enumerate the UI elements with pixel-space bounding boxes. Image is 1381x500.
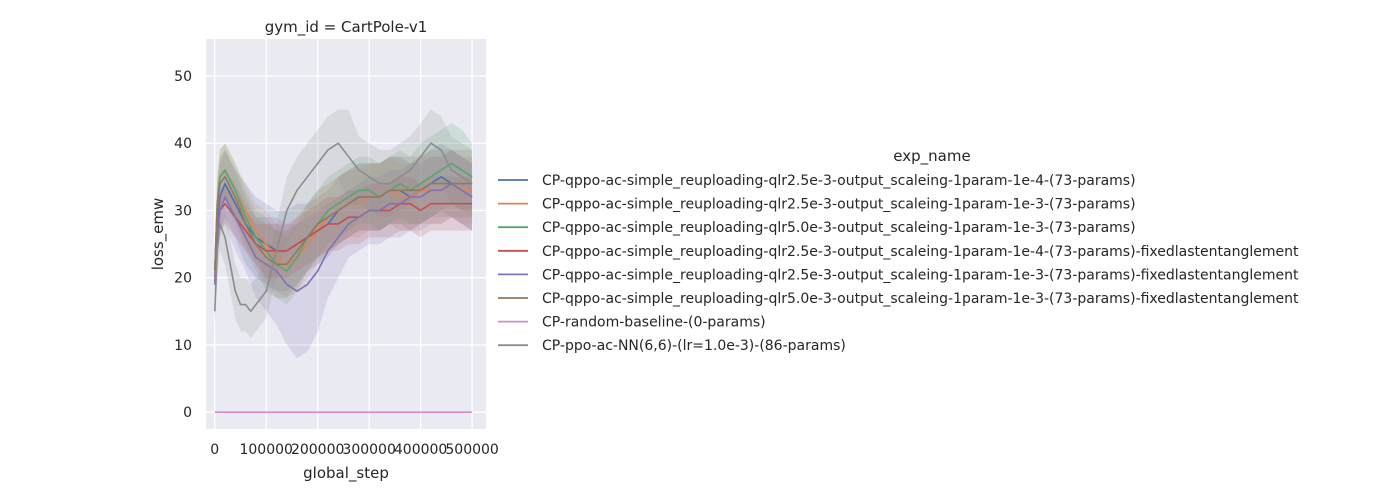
y-tick-label: 30 — [174, 203, 192, 219]
legend-entry: CP-qppo-ac-simple_reuploading-qlr2.5e-3-… — [542, 267, 1299, 283]
series-band-5 — [214, 149, 473, 359]
x-tick-label: 400000 — [394, 442, 447, 458]
x-tick-label: 300000 — [342, 442, 395, 458]
legend: exp_name CP-qppo-ac-simple_reuploading-q… — [498, 147, 1299, 354]
legend-entry: CP-qppo-ac-simple_reuploading-qlr5.0e-3-… — [542, 291, 1299, 307]
y-tick-label: 40 — [174, 136, 192, 152]
chart-title: gym_id = CartPole-v1 — [265, 18, 428, 37]
legend-title: exp_name — [893, 147, 970, 166]
series-lines — [214, 142, 473, 414]
series-line-5 — [214, 182, 473, 293]
legend-entry: CP-qppo-ac-simple_reuploading-qlr2.5e-3-… — [542, 197, 1136, 213]
grid — [206, 39, 486, 429]
legend-entry: CP-random-baseline-(0-params) — [542, 315, 766, 331]
series-line-3 — [214, 162, 473, 272]
y-tick-label: 10 — [174, 338, 192, 354]
legend-entry: CP-ppo-ac-NN(6,6)-(lr=1.0e-3)-(86-params… — [542, 338, 846, 354]
legend-entry: CP-qppo-ac-simple_reuploading-qlr5.0e-3-… — [542, 220, 1136, 236]
x-axis-label: global_step — [303, 464, 389, 483]
y-axis-label: loss_emw — [149, 198, 168, 271]
x-tick-label: 500000 — [445, 442, 498, 458]
x-tick-label: 100000 — [239, 442, 292, 458]
x-tick-label: 200000 — [291, 442, 344, 458]
x-tick-label: 0 — [210, 442, 219, 458]
series-band-4 — [214, 176, 473, 298]
series-line-8 — [214, 142, 473, 313]
legend-entry: CP-qppo-ac-simple_reuploading-qlr2.5e-3-… — [542, 244, 1299, 260]
legend-entry: CP-qppo-ac-simple_reuploading-qlr2.5e-3-… — [542, 173, 1136, 189]
series-band-6 — [214, 149, 473, 298]
y-tick-label: 20 — [174, 271, 192, 287]
series-line-6 — [214, 176, 473, 272]
series-band-8 — [214, 109, 473, 339]
y-tick-label: 50 — [174, 69, 192, 85]
series-line-4 — [214, 202, 473, 278]
y-tick-label: 0 — [183, 405, 192, 421]
